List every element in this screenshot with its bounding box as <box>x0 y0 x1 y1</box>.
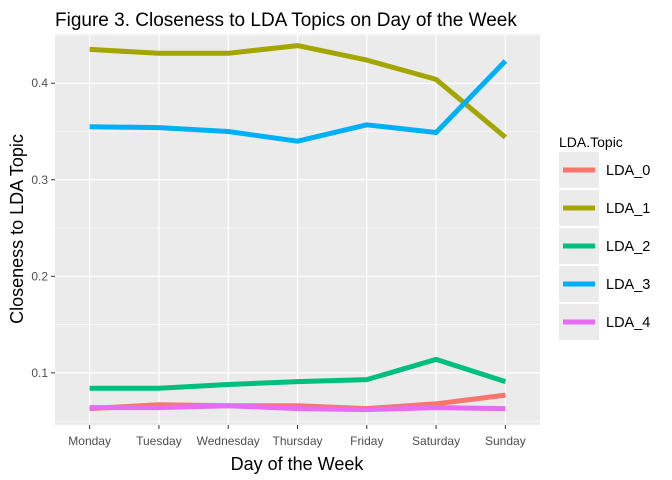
legend-label: LDA_4 <box>606 315 650 331</box>
x-tick-label: Thursday <box>272 434 322 448</box>
series-line-lda-0 <box>89 392 506 412</box>
legend-label: LDA_0 <box>606 163 650 179</box>
x-axis: Monday Tuesday Wednesday Thursday Friday Satu… <box>68 425 526 448</box>
y-axis-title: Closeness to LDA Topic <box>7 134 27 324</box>
x-tick-label: Wednesday <box>197 434 260 448</box>
legend-label: LDA_2 <box>606 239 650 255</box>
x-tick-label: Friday <box>350 434 383 448</box>
series-line-lda-1 <box>89 43 508 140</box>
y-tick-label: 0.4 <box>31 76 48 90</box>
chart-title: Figure 3. Closeness to LDA Topics on Day… <box>55 10 517 31</box>
x-axis-title: Day of the Week <box>231 454 365 474</box>
y-tick-label: 0.1 <box>31 366 48 380</box>
y-tick-label: 0.2 <box>31 269 48 283</box>
series-line-lda-4 <box>89 403 506 413</box>
legend-title: LDA.Topic <box>559 134 623 150</box>
legend-label: LDA_3 <box>606 277 650 293</box>
x-tick-label: Monday <box>68 434 111 448</box>
series-lines <box>89 43 508 413</box>
legend-label: LDA_1 <box>606 201 650 217</box>
legend: LDA.Topic LDA_0 LDA_1 LDA_2 LDA_3 LDA_4 <box>559 134 650 340</box>
x-tick-label: Saturday <box>412 434 460 448</box>
grid-lines <box>55 34 540 425</box>
y-tick-label: 0.3 <box>31 173 48 187</box>
x-tick-label: Tuesday <box>136 434 182 448</box>
series-line-lda-2 <box>89 356 507 391</box>
series-line-lda-3 <box>89 59 508 144</box>
y-axis: 0.1 0.2 0.3 0.4 <box>31 76 55 380</box>
x-tick-label: Sunday <box>485 434 526 448</box>
